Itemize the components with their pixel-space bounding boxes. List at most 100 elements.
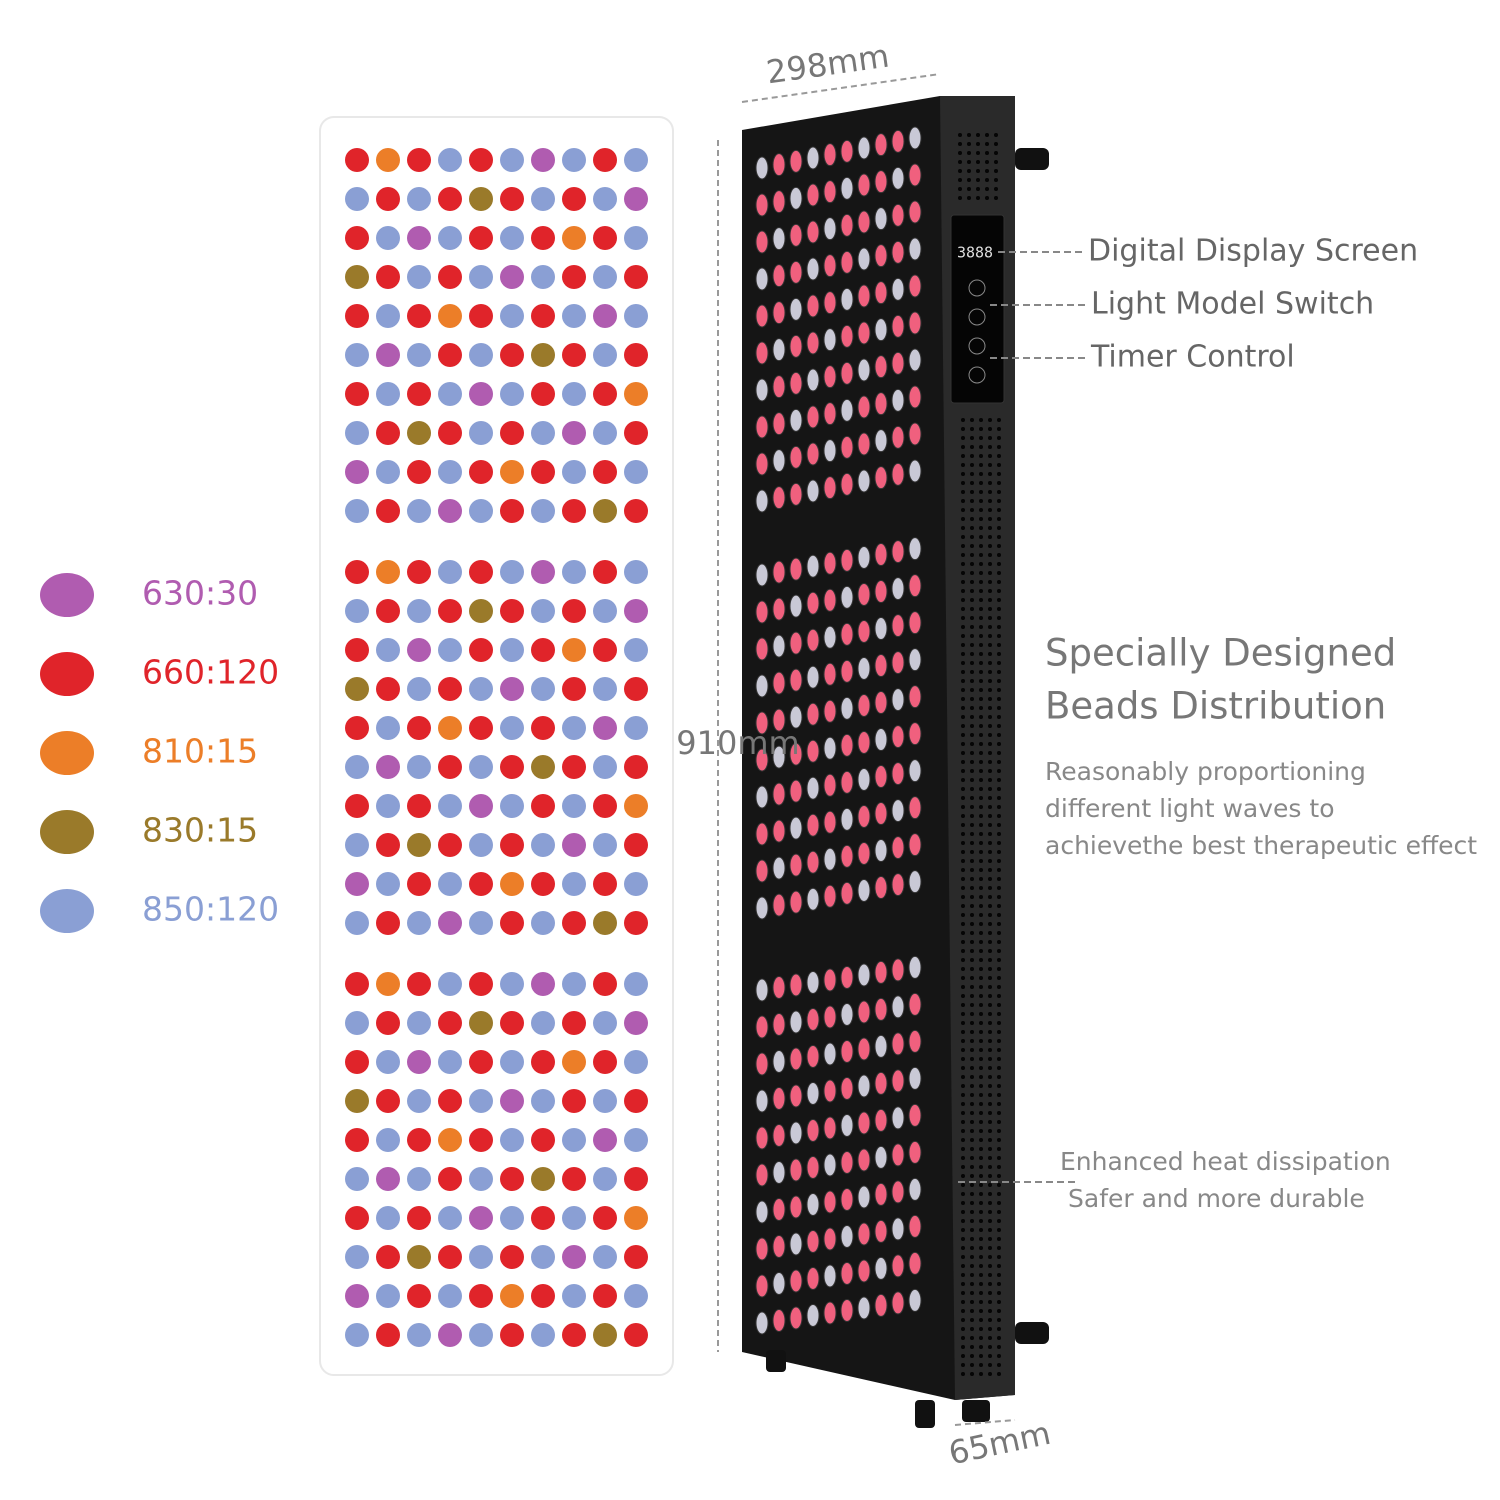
vent-hole bbox=[997, 1147, 1001, 1151]
led bbox=[908, 759, 922, 783]
led bbox=[891, 1217, 905, 1241]
vent-hole bbox=[997, 1111, 1001, 1115]
vent-hole bbox=[961, 1201, 965, 1205]
bead-map bbox=[345, 148, 648, 1347]
bead bbox=[438, 382, 462, 406]
vent-hole bbox=[961, 706, 965, 710]
vent-hole bbox=[979, 1282, 983, 1286]
vent-hole bbox=[997, 850, 1001, 854]
led bbox=[857, 804, 871, 828]
led bbox=[772, 1012, 786, 1036]
bead bbox=[624, 421, 648, 445]
vent-hole bbox=[970, 1165, 974, 1169]
bead bbox=[500, 972, 524, 996]
bead bbox=[345, 226, 369, 250]
vent-hole bbox=[970, 1237, 974, 1241]
bead bbox=[562, 1089, 586, 1113]
bead bbox=[624, 1245, 648, 1269]
button[interactable] bbox=[968, 308, 986, 326]
bead bbox=[469, 755, 493, 779]
led bbox=[772, 153, 786, 177]
led bbox=[755, 341, 769, 365]
vent-hole bbox=[979, 823, 983, 827]
vent-hole bbox=[985, 133, 989, 137]
led bbox=[772, 782, 786, 806]
bead bbox=[376, 148, 400, 172]
vent-hole bbox=[970, 1345, 974, 1349]
vent-hole bbox=[997, 1219, 1001, 1223]
vent-hole bbox=[988, 733, 992, 737]
bead bbox=[376, 460, 400, 484]
vent-hole bbox=[970, 976, 974, 980]
vent-hole bbox=[961, 1372, 965, 1376]
vent-hole bbox=[997, 931, 1001, 935]
vent-hole bbox=[979, 868, 983, 872]
bead bbox=[438, 1050, 462, 1074]
vent-hole bbox=[988, 1210, 992, 1214]
led bbox=[823, 625, 837, 649]
button[interactable] bbox=[968, 279, 986, 297]
bead bbox=[469, 265, 493, 289]
handle bbox=[1015, 148, 1049, 170]
vent-hole bbox=[970, 544, 974, 548]
vent-hole bbox=[961, 688, 965, 692]
led bbox=[908, 163, 922, 187]
vent-hole bbox=[988, 553, 992, 557]
button[interactable] bbox=[968, 366, 986, 384]
vent-hole bbox=[970, 1336, 974, 1340]
led bbox=[874, 466, 888, 490]
vent-hole bbox=[985, 187, 989, 191]
vent-hole bbox=[979, 1192, 983, 1196]
vent-hole bbox=[979, 1237, 983, 1241]
led bbox=[857, 545, 871, 569]
bead bbox=[500, 599, 524, 623]
vent-hole bbox=[961, 1039, 965, 1043]
led bbox=[789, 705, 803, 729]
led bbox=[755, 674, 769, 698]
bead bbox=[469, 1284, 493, 1308]
bead bbox=[438, 1323, 462, 1347]
vent-hole bbox=[961, 472, 965, 476]
bead bbox=[438, 872, 462, 896]
led bbox=[840, 472, 854, 496]
bead bbox=[345, 833, 369, 857]
vent-hole bbox=[958, 196, 962, 200]
led bbox=[789, 334, 803, 358]
bead bbox=[562, 343, 586, 367]
vent-hole bbox=[979, 1273, 983, 1277]
vent-hole bbox=[961, 814, 965, 818]
vent-hole bbox=[979, 985, 983, 989]
bead bbox=[593, 1206, 617, 1230]
bead bbox=[531, 755, 555, 779]
bead bbox=[345, 265, 369, 289]
vent-hole bbox=[997, 1066, 1001, 1070]
led bbox=[908, 992, 922, 1016]
vent-hole bbox=[967, 169, 971, 173]
led bbox=[755, 563, 769, 587]
vent-hole bbox=[988, 418, 992, 422]
led bbox=[891, 577, 905, 601]
led bbox=[840, 1039, 854, 1063]
led bbox=[874, 1256, 888, 1280]
vent-hole bbox=[979, 1183, 983, 1187]
heat-note: Safer and more durable bbox=[1068, 1184, 1365, 1213]
vent-hole bbox=[979, 661, 983, 665]
led bbox=[857, 136, 871, 160]
bead bbox=[438, 972, 462, 996]
button[interactable] bbox=[968, 337, 986, 355]
led bbox=[755, 1200, 769, 1224]
led bbox=[806, 970, 820, 994]
led bbox=[823, 143, 837, 167]
led bbox=[823, 1005, 837, 1029]
led bbox=[755, 489, 769, 513]
bead bbox=[593, 499, 617, 523]
bead bbox=[407, 794, 431, 818]
bead bbox=[624, 872, 648, 896]
led bbox=[755, 1274, 769, 1298]
bead bbox=[624, 599, 648, 623]
vent-hole bbox=[997, 652, 1001, 656]
vent-hole bbox=[979, 1021, 983, 1025]
bead bbox=[500, 499, 524, 523]
bead bbox=[562, 560, 586, 584]
